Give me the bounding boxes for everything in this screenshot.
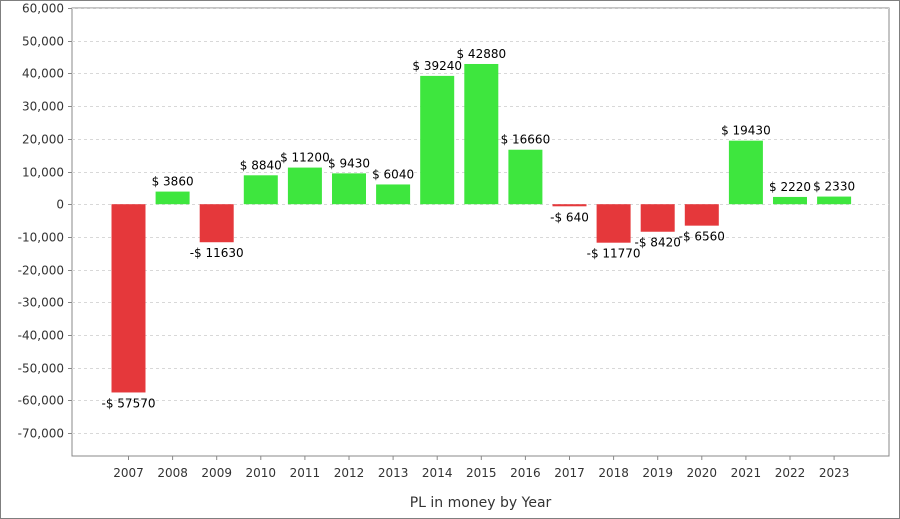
- y-tick-label: 30,000: [22, 100, 64, 114]
- y-tick-labels: 60,000 50,000 40,000 30,000 20,000 10,000 0 -10…: [18, 2, 64, 441]
- y-tick-label: -40,000: [18, 329, 64, 343]
- data-label: $ 3860: [152, 175, 194, 189]
- y-tick-label: 20,000: [22, 133, 64, 147]
- x-tick-label: 2021: [731, 466, 762, 480]
- bar: [376, 184, 411, 205]
- x-tick-label: 2013: [378, 466, 409, 480]
- data-label: $ 2330: [813, 180, 855, 194]
- bar: [817, 196, 852, 205]
- data-label: $ 16660: [501, 133, 551, 147]
- x-tick-label: 2008: [157, 466, 188, 480]
- data-label: $ 9430: [328, 156, 370, 170]
- y-tick-label: -20,000: [18, 264, 64, 278]
- x-tick-label: 2014: [422, 466, 453, 480]
- bar: [640, 204, 675, 232]
- bar: [728, 140, 763, 205]
- data-label: $ 6040: [372, 167, 414, 181]
- y-tick-label: 40,000: [22, 67, 64, 81]
- bar: [420, 75, 455, 205]
- x-axis-title: PL in money by Year: [410, 495, 552, 511]
- y-tick-label: -50,000: [18, 362, 64, 376]
- x-tick-label: 2015: [466, 466, 497, 480]
- data-label: $ 39240: [412, 59, 462, 73]
- data-label: $ 11200: [280, 151, 330, 165]
- x-tick-labels: 2007 2008 2009 2010 2011 2012 2013 2014 2015 2016…: [113, 466, 849, 480]
- bar: [199, 204, 234, 243]
- x-tick-label: 2018: [598, 466, 629, 480]
- x-tick-label: 2016: [510, 466, 541, 480]
- y-tick-label: -70,000: [18, 427, 64, 441]
- y-tick-label: 0: [56, 198, 64, 212]
- y-tick-label: 50,000: [22, 35, 64, 49]
- data-label: $ 8840: [240, 158, 282, 172]
- bars: [111, 63, 852, 393]
- x-tick-label: 2011: [290, 466, 321, 480]
- x-tick-label: 2007: [113, 466, 144, 480]
- x-tick-label: 2017: [554, 466, 585, 480]
- bar: [243, 175, 278, 205]
- data-label: -$ 6560: [679, 230, 725, 244]
- y-tick-label: 10,000: [22, 166, 64, 180]
- axes: [68, 8, 835, 460]
- x-tick-label: 2020: [687, 466, 718, 480]
- x-tick-label: 2023: [819, 466, 850, 480]
- y-tick-label: -30,000: [18, 296, 64, 310]
- bar: [552, 204, 587, 207]
- bar: [155, 191, 190, 205]
- data-label: -$ 57570: [102, 396, 156, 410]
- x-tick-label: 2012: [334, 466, 365, 480]
- y-tick-label: -60,000: [18, 394, 64, 408]
- bar: [508, 149, 543, 205]
- bar: [684, 204, 719, 226]
- y-tick-label: 60,000: [22, 2, 64, 16]
- data-label: $ 2220: [769, 180, 811, 194]
- y-tick-label: -10,000: [18, 231, 64, 245]
- x-tick-label: 2009: [201, 466, 232, 480]
- bar: [332, 173, 366, 205]
- bar: [596, 204, 631, 243]
- data-label: -$ 11630: [190, 246, 244, 260]
- data-label: -$ 640: [550, 210, 589, 224]
- data-label: -$ 11770: [587, 247, 641, 261]
- x-tick-label: 2022: [775, 466, 806, 480]
- data-label: $ 19430: [721, 124, 771, 138]
- x-tick-label: 2019: [642, 466, 673, 480]
- data-labels: -$ 57570 $ 3860 -$ 11630 $ 8840$ 11200$ 943…: [102, 47, 856, 410]
- bar: [773, 196, 807, 205]
- bar: [464, 63, 499, 205]
- bar: [287, 167, 322, 205]
- x-tick-label: 2010: [246, 466, 277, 480]
- data-label: $ 42880: [456, 47, 506, 61]
- bar: [111, 204, 146, 393]
- data-label: -$ 8420: [635, 236, 681, 250]
